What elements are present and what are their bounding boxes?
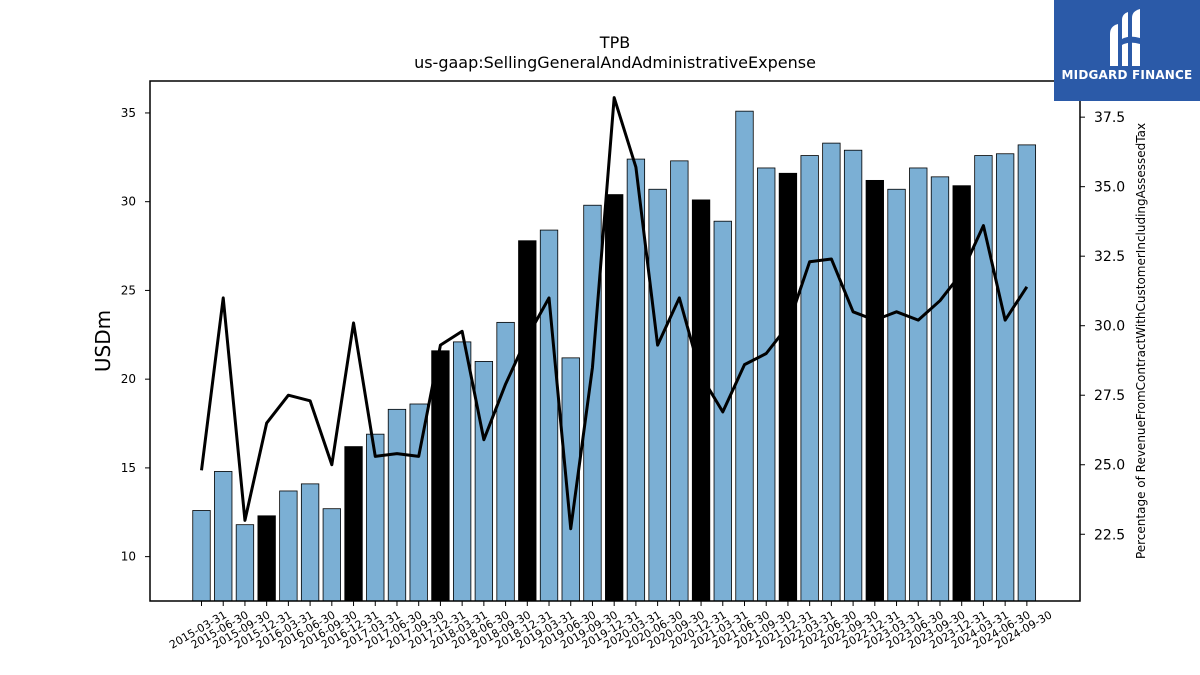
bar-2018-06-30 [474,361,494,602]
bar-2021-09-30 [757,167,776,602]
bar-2018-12-31 [518,240,537,602]
y-tick-label-right: 35.0 [1094,180,1125,196]
x-axis: 2015-03-312015-06-302015-09-302015-12-31… [167,601,1054,652]
bar-2022-12-31 [865,179,884,602]
bar-2023-09-30 [930,176,950,602]
bar-2015-06-30 [214,471,233,602]
bar-2019-12-31 [605,194,624,602]
logo-text: MIDGARD FINANCE [1061,68,1193,82]
bar-2016-12-31 [344,446,363,602]
bar-2020-12-31 [691,199,711,602]
bar-2018-03-31 [452,341,472,602]
bar-2015-09-30 [235,524,255,602]
y-tick-label-left: 25 [121,283,136,297]
bar-2016-06-30 [300,483,320,602]
y-tick-label-right: 27.5 [1094,388,1125,404]
y-tick-label-left: 10 [121,550,136,564]
y-tick-label-right: 37.5 [1094,110,1125,126]
bar-2024-06-30 [995,153,1015,602]
bar-2021-06-30 [735,110,754,602]
bar-2023-03-31 [887,188,906,602]
y-tick-label-left: 35 [121,106,136,120]
y-axis-right: 22.5 25.0 27.5 30.0 32.5 35.0 37.5 [1080,110,1125,543]
y-tick-label-right: 22.5 [1094,527,1125,543]
plot-area-frame [149,80,1081,602]
bar-series [192,110,1037,602]
bar-2019-03-31 [539,229,559,602]
bar-2022-09-30 [843,149,863,602]
y-tick-label-right: 32.5 [1094,249,1125,265]
y-axis-label-left: USDm [91,310,115,372]
bar-2015-12-31 [257,515,276,602]
y-axis-label-right: Percentage of RevenueFromContractWithCus… [1134,123,1148,559]
y-tick-label-right: 25.0 [1094,458,1125,474]
bar-2022-03-31 [800,155,819,602]
chart-title: TPB [599,33,630,52]
bar-2020-09-30 [670,160,689,602]
bar-2017-06-30 [387,408,407,602]
bar-2021-12-31 [778,172,798,602]
bar-2018-09-30 [496,321,515,602]
line-series [200,96,1029,531]
bar-2017-12-31 [431,350,450,602]
bar-2016-03-31 [279,490,298,602]
bar-2015-03-31 [192,510,211,602]
brand-logo: MIDGARD FINANCE [1054,0,1200,101]
bar-2022-06-30 [822,142,841,602]
bar-2024-09-30 [1017,144,1037,602]
bar-2017-09-30 [409,403,428,602]
bar-2023-06-30 [909,167,928,602]
bar-2020-06-30 [648,188,667,602]
chart-subtitle: us-gaap:SellingGeneralAndAdministrativeE… [414,53,816,72]
y-tick-label-left: 15 [121,461,136,475]
line-percentage-of-revenue [200,96,1029,531]
y-tick-label-left: 30 [121,195,136,209]
bar-2023-12-31 [952,185,971,602]
bar-2016-09-30 [322,508,341,602]
bar-2017-03-31 [366,433,385,602]
y-axis-left: 10 15 20 25 30 35 [121,106,150,564]
y-tick-label-right: 30.0 [1094,319,1125,335]
logo-mark-icon [1110,9,1140,66]
bar-2024-03-31 [974,155,993,602]
y-tick-label-left: 20 [121,372,136,386]
